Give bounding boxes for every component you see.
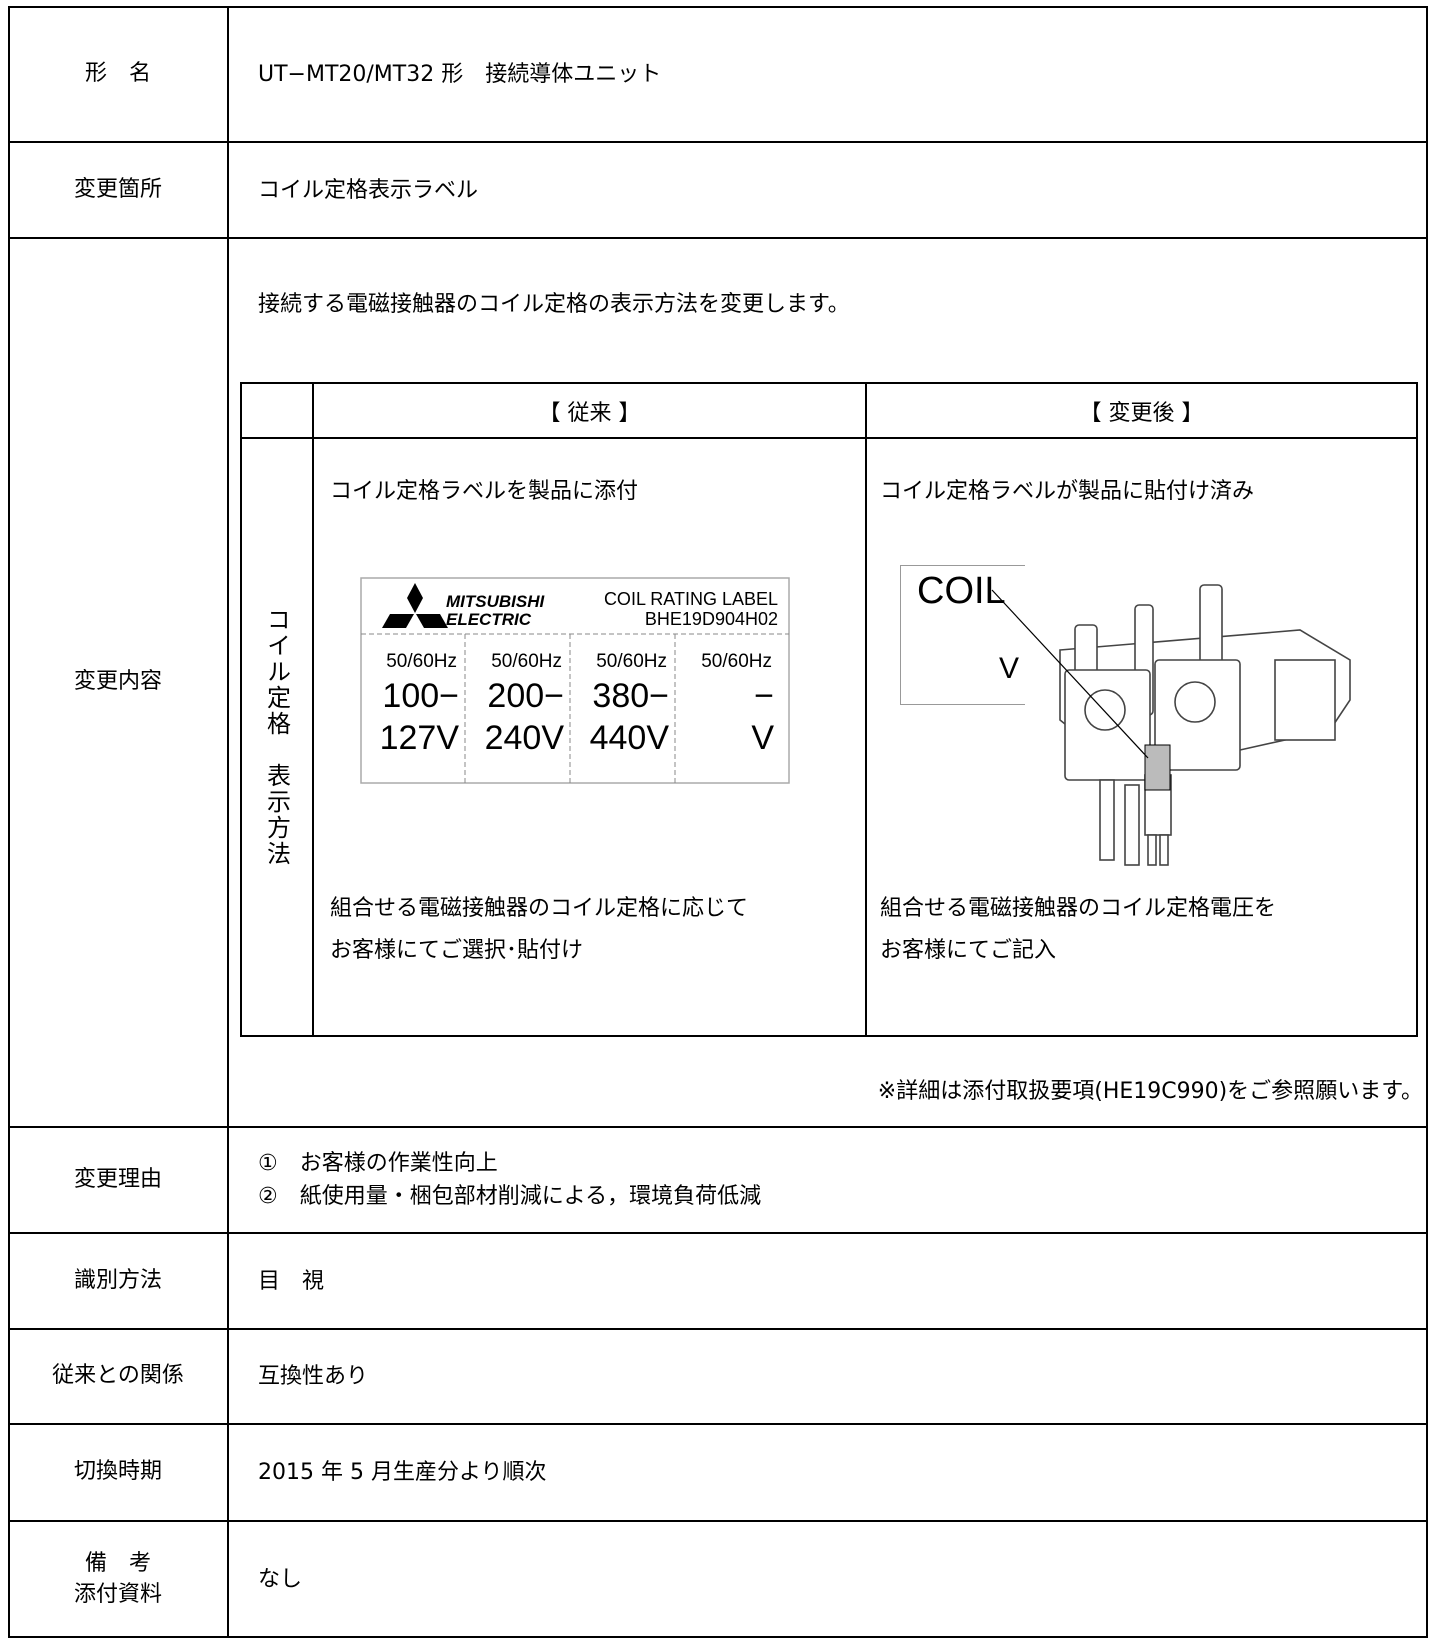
column-header: 【 従来 】 [538, 400, 641, 426]
label-cell-text: 50/60Hz [386, 651, 457, 672]
row-divider [8, 141, 1428, 143]
label-cell-text: 240V [485, 719, 565, 757]
label-text: COIL [917, 570, 1006, 612]
row-text: 互換性あり [258, 1364, 369, 1389]
label-cell-text: 380− [592, 677, 669, 715]
table-frame [8, 6, 1428, 1638]
brand-text: MITSUBISHI [446, 592, 546, 611]
label-code: BHE19D904H02 [645, 609, 778, 629]
column-top-text: コイル定格ラベルが製品に貼付け済み [880, 479, 1255, 504]
reason-line: ① お客様の作業性向上 [258, 1151, 498, 1176]
label-title: COIL RATING LABEL [604, 589, 778, 609]
old-coil-label: MITSUBISHI ELECTRIC COIL RATING LABEL BH… [360, 577, 790, 784]
label-cell-text: 200− [487, 677, 564, 715]
column-bottom-text: 組合せる電磁接触器のコイル定格に応じて [330, 896, 749, 921]
label-text: V [998, 652, 1019, 685]
row-label: 識別方法 [73, 1267, 162, 1293]
label-cell-text: 100− [382, 677, 459, 715]
product-body [1059, 584, 1351, 866]
row-text: コイル定格表示ラベル [258, 177, 479, 203]
label-cell-text: V [751, 719, 774, 757]
row-text: なし [258, 1567, 303, 1592]
column-bottom-text: 組合せる電磁接触器のコイル定格電圧を [880, 896, 1277, 921]
row-label: 変更箇所 [73, 176, 162, 202]
brand-text: ELECTRIC [446, 610, 532, 629]
column-header: 【 変更後 】 [1079, 400, 1204, 426]
row-text: UT−MT20/MT32 形 接続導体ユニット [258, 61, 662, 87]
product-drawing [991, 584, 1351, 866]
column-bottom-text: お客様にてご記入 [880, 938, 1057, 963]
label-cell-text: 50/60Hz [701, 651, 772, 672]
logo-diamond [407, 583, 423, 613]
row-text: 目 視 [258, 1268, 325, 1294]
comparison-divider [312, 382, 314, 1037]
comparison-divider [865, 382, 867, 1037]
row-label: 従来との関係 [52, 1363, 184, 1389]
note-text: ※詳細は添付取扱要項(HE19C990)をご参照願います。 [877, 1079, 1423, 1104]
new-coil-label: COIL V [900, 565, 1025, 705]
row-divider [8, 237, 1428, 239]
label-cell-text: 50/60Hz [491, 651, 562, 672]
reason-line: ② 紙使用量・梱包部材削減による，環境負荷低減 [258, 1184, 762, 1209]
row-text: 2015 年 5 月生産分より順次 [258, 1460, 547, 1485]
row-divider [8, 1423, 1428, 1425]
row-divider [8, 1232, 1428, 1234]
label-cells: 50/60Hz 100− 127V 50/60Hz 200− 240V 50/60Hz 380… [380, 651, 775, 757]
label-cell-text: − [754, 677, 774, 715]
logo-diamond [416, 614, 448, 628]
row-label: 変更理由 [73, 1166, 162, 1192]
column-divider [227, 6, 229, 1638]
row-label: 備 考 添付資料 [8, 1521, 228, 1638]
column-bottom-text: お客様にてご選択･貼付け [330, 938, 584, 963]
label-border [360, 577, 790, 784]
label-line: 添付資料 [73, 1581, 162, 1607]
comparison-frame [240, 382, 1418, 1037]
logo-diamond [382, 614, 414, 628]
comparison-header-line [240, 437, 1418, 439]
label-line: 備 考 [84, 1550, 151, 1576]
vertical-label: コイル定格 表示方法 [262, 607, 291, 867]
pointer-line [991, 589, 1149, 759]
row-divider [8, 1126, 1428, 1128]
intro-text: 接続する電磁接触器のコイル定格の表示方法を変更します。 [258, 292, 850, 317]
row-label: 変更内容 [73, 669, 162, 695]
column-top-text: コイル定格ラベルを製品に添付 [330, 479, 639, 504]
label-cell-text: 440V [590, 719, 670, 757]
row-divider [8, 1520, 1428, 1522]
label-cell-text: 50/60Hz [596, 651, 667, 672]
row-label: 切換時期 [73, 1459, 162, 1485]
label-cell-text: 127V [380, 719, 460, 757]
row-text: ① お客様の作業性向上 ② 紙使用量・梱包部材削減による，環境負荷低減 [258, 1127, 761, 1233]
row-label: 形 名 [84, 60, 151, 86]
label-patch [1144, 744, 1171, 791]
row-divider [8, 1328, 1428, 1330]
